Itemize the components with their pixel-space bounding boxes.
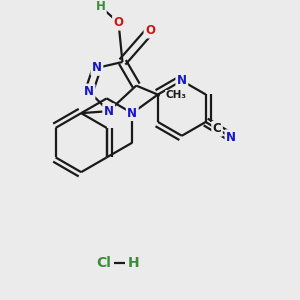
Text: CH₃: CH₃ [166,90,187,100]
Text: N: N [104,105,114,118]
Text: H: H [128,256,139,270]
Text: O: O [145,24,155,37]
Text: N: N [92,61,102,74]
Text: Cl: Cl [96,256,111,270]
Text: H: H [96,0,106,14]
Text: C: C [213,122,221,135]
Text: N: N [177,74,187,87]
Text: N: N [127,106,137,120]
Text: O: O [113,16,124,29]
Text: N: N [84,85,94,98]
Text: N: N [226,131,236,144]
